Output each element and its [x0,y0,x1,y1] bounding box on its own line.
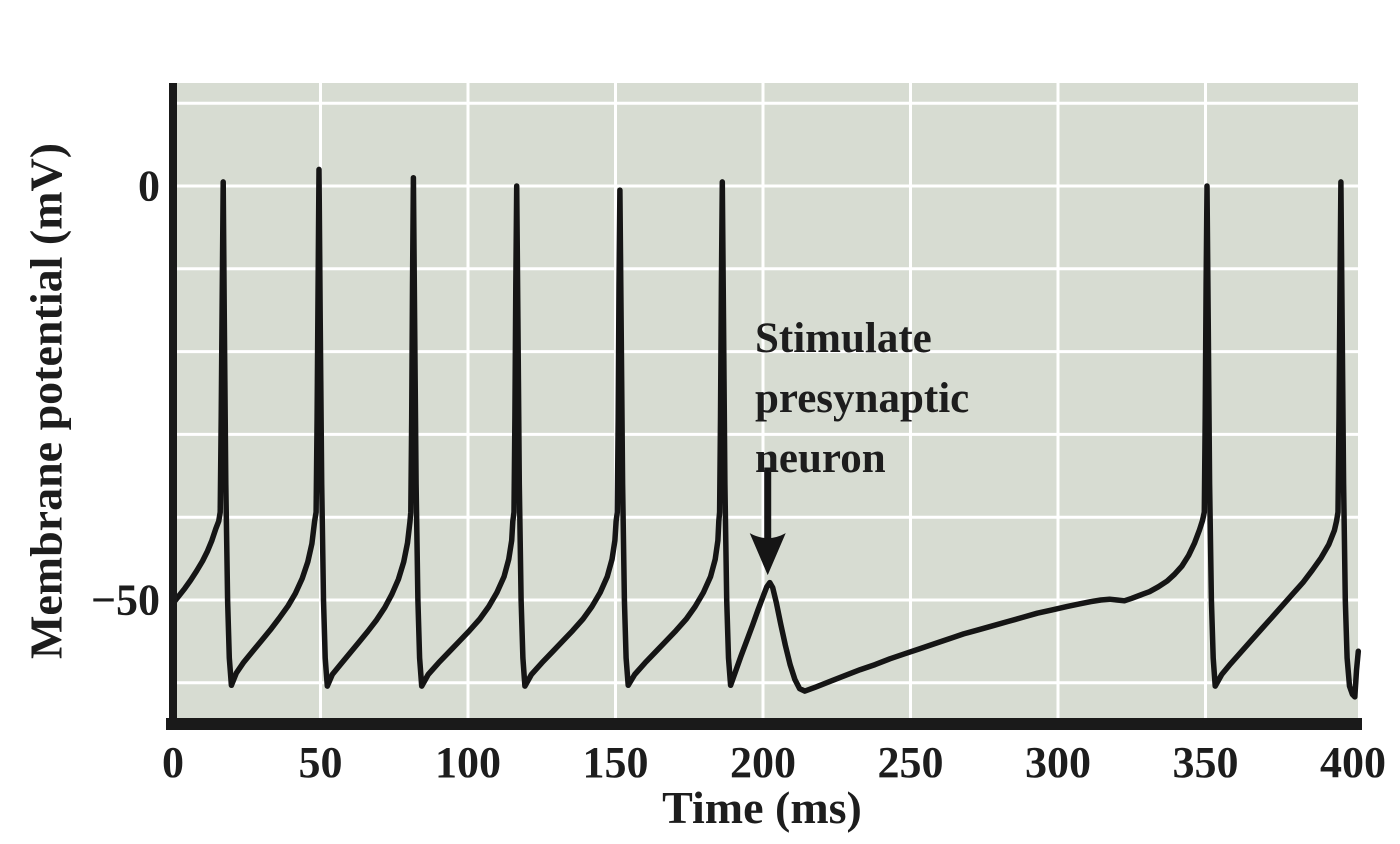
x-tick-label-250: 250 [877,738,944,787]
x-tick-label-100: 100 [435,738,501,787]
annotation-line-1: Stimulate [755,315,932,362]
x-tick-label-200: 200 [730,738,796,787]
x-tick-label-350: 350 [1172,738,1239,787]
x-axis-title: Time (ms) [662,782,862,833]
x-axis-line [166,718,1362,730]
x-tick-label-50: 50 [298,738,343,787]
x-tick-label-400: 400 [1320,738,1386,787]
y-tick-label--50: −50 [90,575,160,625]
y-axis-line [169,83,177,730]
x-tick-label-300: 300 [1025,738,1091,787]
membrane-potential-trace [170,166,1362,700]
annotation-line-2: presynaptic [755,375,970,422]
stimulus-arrow-head [749,533,786,576]
annotation-line-3: neuron [755,435,886,482]
x-tick-label-0: 0 [162,738,184,787]
y-tick-label-0: 0 [138,161,160,211]
x-tick-label-150: 150 [582,738,649,787]
plot-background [173,83,1358,720]
stimulus-annotation: Stimulate presynaptic neuron [755,309,969,489]
